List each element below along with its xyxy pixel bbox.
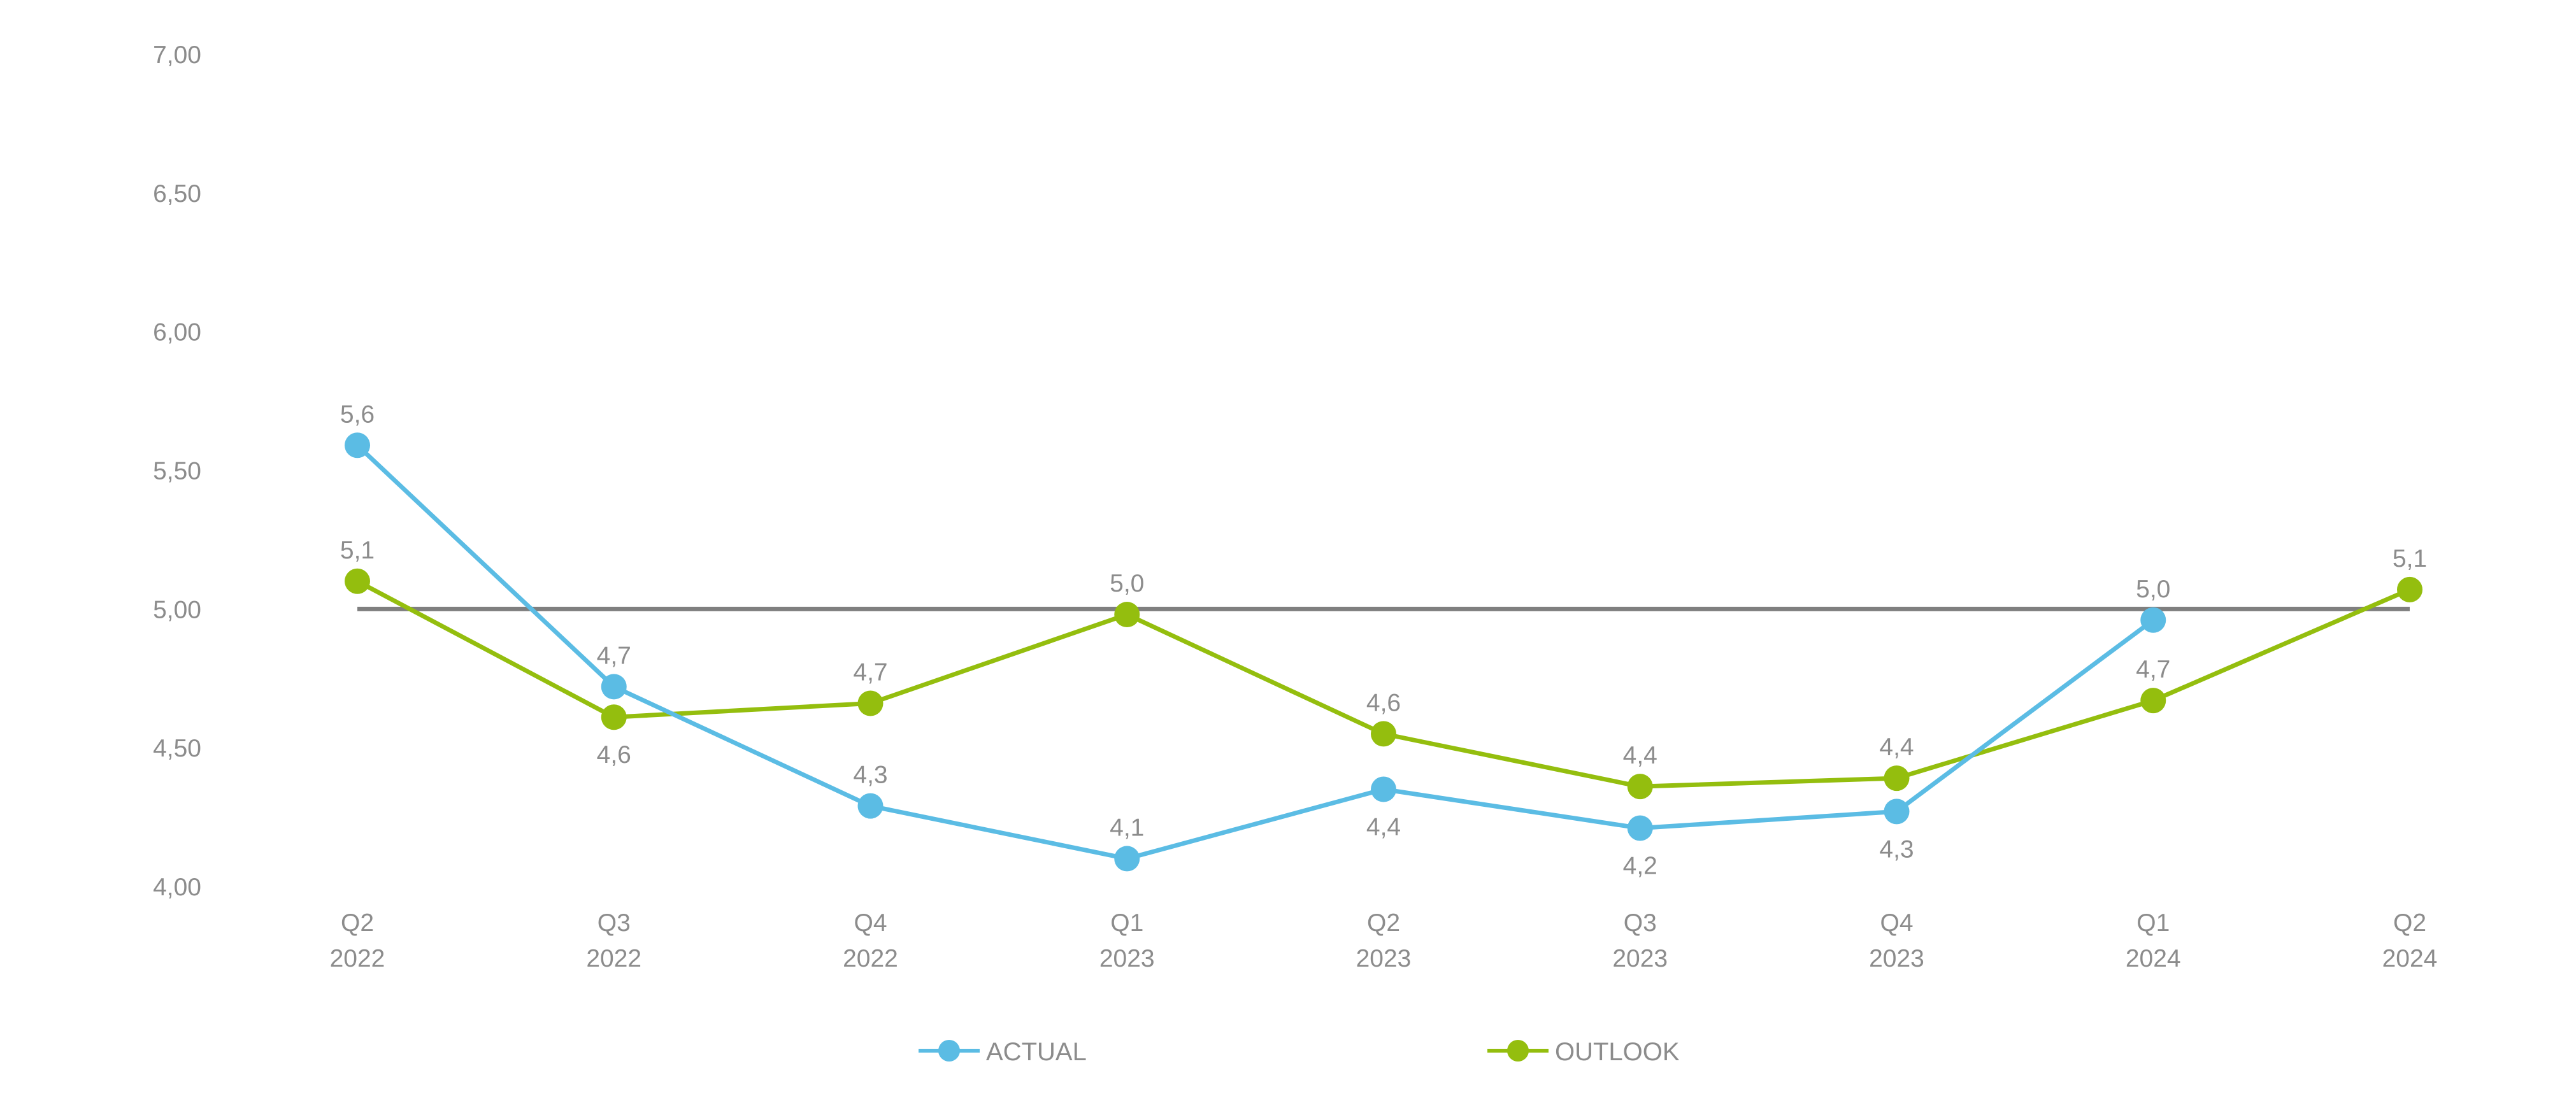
y-axis: 4,00 4,50 5,00 5,50 6,00 6,50 7,00 (153, 41, 201, 901)
x-tick-label-year: 2023 (1612, 945, 1668, 972)
data-point-actual (601, 674, 627, 700)
legend-swatch-marker (1507, 1040, 1529, 1062)
x-tick-label-year: 2023 (1356, 945, 1412, 972)
legend: ACTUAL OUTLOOK (919, 1038, 1680, 1066)
data-point-outlook (1114, 602, 1140, 628)
series-points (345, 432, 2422, 872)
data-label-actual: 4,3 (1879, 835, 1914, 863)
x-tick-label-quarter: Q2 (341, 909, 374, 937)
data-labels: 5,6 4,7 4,3 4,1 4,4 4,2 4,3 5,0 5,1 4,6 4,7 5,0 4,6 4… (340, 401, 2427, 879)
data-point-outlook (1884, 765, 1910, 792)
legend-item-actual: ACTUAL (919, 1038, 1087, 1066)
x-tick-label-quarter: Q3 (597, 909, 631, 937)
x-tick-label-year: 2022 (586, 945, 641, 972)
x-axis: Q2 2022 Q3 2022 Q4 2022 Q1 2023 Q2 2023 Q3 2023 Q4 20… (330, 909, 2438, 972)
y-tick-label: 6,00 (153, 319, 201, 346)
x-tick-label-year: 2023 (1099, 945, 1155, 972)
x-tick-label-quarter: Q2 (1367, 909, 1400, 937)
legend-swatch-marker (938, 1040, 960, 1062)
legend-item-outlook: OUTLOOK (1487, 1038, 1680, 1066)
x-tick-label-year: 2022 (843, 945, 898, 972)
y-tick-label: 6,50 (153, 180, 201, 208)
x-tick-label-quarter: Q4 (1880, 909, 1913, 937)
data-label-outlook: 4,6 (1366, 689, 1401, 716)
series-line-outlook (355, 579, 2412, 789)
data-label-outlook: 4,4 (1879, 734, 1914, 761)
x-tick-label-year: 2024 (2382, 945, 2438, 972)
data-point-outlook (857, 690, 884, 716)
data-label-outlook: 4,7 (853, 658, 887, 686)
y-tick-label: 7,00 (153, 41, 201, 69)
x-tick-label-quarter: Q1 (2136, 909, 2170, 937)
data-point-outlook (2397, 576, 2422, 602)
data-point-actual (1114, 846, 1140, 872)
data-point-outlook (2140, 688, 2166, 714)
data-point-actual (857, 793, 884, 819)
x-tick-label-quarter: Q4 (854, 909, 887, 937)
data-point-outlook (1627, 774, 1653, 800)
x-tick-label-quarter: Q3 (1624, 909, 1657, 937)
y-tick-label: 4,00 (153, 874, 201, 901)
data-label-outlook: 4,6 (597, 741, 631, 769)
data-label-outlook: 4,7 (2136, 656, 2170, 683)
data-label-outlook: 5,0 (1110, 570, 1144, 597)
data-point-outlook (1371, 721, 1396, 747)
x-tick-label-quarter: Q1 (1110, 909, 1143, 937)
x-tick-label-year: 2024 (2126, 945, 2181, 972)
series-line-actual (355, 443, 2156, 861)
data-label-actual: 4,3 (853, 762, 887, 789)
x-tick-label-year: 2022 (330, 945, 385, 972)
data-label-actual: 4,4 (1366, 814, 1401, 841)
y-tick-label: 4,50 (153, 735, 201, 762)
data-point-outlook (601, 704, 627, 730)
legend-label: OUTLOOK (1555, 1038, 1680, 1066)
data-label-outlook: 5,1 (2393, 545, 2427, 572)
data-label-actual: 4,2 (1623, 853, 1657, 880)
data-point-actual (2140, 607, 2166, 633)
data-label-outlook: 5,1 (340, 537, 375, 564)
legend-label: ACTUAL (986, 1038, 1087, 1066)
data-label-actual: 4,1 (1110, 814, 1144, 841)
data-point-actual (345, 432, 370, 458)
data-point-actual (1371, 776, 1396, 802)
data-point-outlook (345, 568, 370, 594)
y-tick-label: 5,50 (153, 458, 201, 485)
data-label-actual: 5,0 (2136, 576, 2170, 603)
x-tick-label-year: 2023 (1869, 945, 1924, 972)
y-tick-label: 5,00 (153, 596, 201, 623)
data-label-actual: 5,6 (340, 401, 375, 428)
x-tick-label-quarter: Q2 (2393, 909, 2426, 937)
data-label-actual: 4,7 (597, 642, 631, 669)
data-point-actual (1884, 799, 1910, 825)
data-point-actual (1627, 815, 1653, 841)
data-label-outlook: 4,4 (1623, 742, 1657, 769)
